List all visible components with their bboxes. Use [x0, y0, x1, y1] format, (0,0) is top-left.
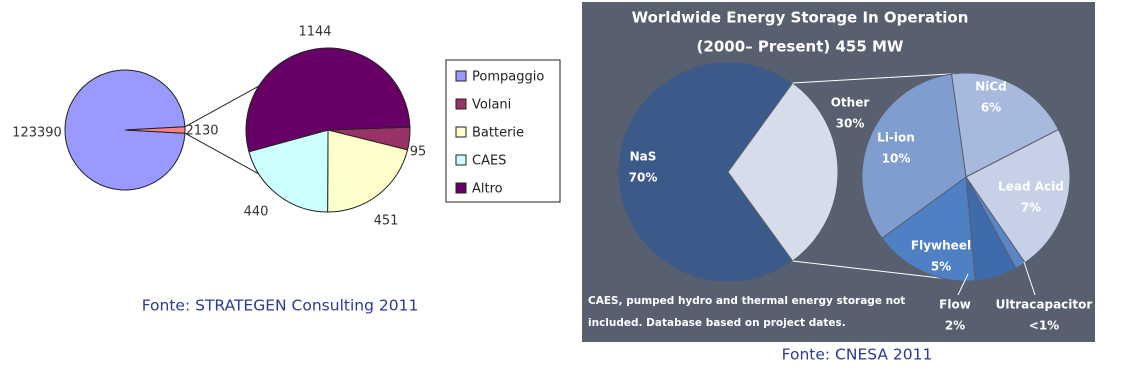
data-label: 2130: [185, 124, 218, 139]
chart-note: CAES, pumped hydro and thermal energy st…: [588, 295, 905, 307]
slice-label: NaS: [630, 150, 657, 164]
data-label: 123390: [12, 126, 62, 141]
slice-label: Flow: [939, 298, 971, 312]
data-label: 6%: [981, 101, 1001, 115]
data-label: 10%: [882, 152, 911, 166]
data-label: 440: [244, 205, 269, 220]
legend-swatch: [455, 182, 467, 194]
slice-label: Lead Acid: [998, 180, 1064, 194]
pie-slice: [248, 129, 329, 213]
pie-slice: [727, 82, 839, 262]
slice-label: Other: [831, 96, 870, 110]
legend-label: Altro: [472, 182, 503, 197]
connector-line: [792, 72, 967, 84]
connector-line: [792, 260, 967, 282]
legend-swatch: [455, 154, 467, 166]
data-label: 1144: [298, 25, 331, 40]
slice-label: Ultracapacitor: [996, 298, 1093, 312]
legend-label: Volani: [472, 98, 511, 113]
leader-line: [957, 273, 969, 296]
pie-slice: [245, 47, 411, 153]
pie-slice: [965, 128, 1071, 264]
chart-subtitle: (2000– Present) 455 MW: [697, 38, 904, 56]
legend-label: CAES: [472, 154, 506, 169]
pie-slice: [861, 73, 967, 239]
legend-swatch: [455, 126, 467, 138]
chart-title: Worldwide Energy Storage In Operation: [632, 9, 969, 27]
pie-slice: [617, 61, 794, 283]
data-label: 451: [374, 214, 399, 229]
data-label: 2%: [945, 319, 965, 333]
data-label: 70%: [629, 171, 658, 185]
legend-label: Batterie: [472, 126, 524, 141]
slice-label: NiCd: [975, 80, 1007, 94]
pie-slice: [124, 126, 186, 134]
leader-line: [1023, 261, 1036, 296]
data-label: 30%: [836, 117, 865, 131]
legend-label: Pompaggio: [472, 70, 544, 85]
source-caption: Fonte: CNESA 2011: [782, 346, 933, 364]
pie-slice: [327, 129, 409, 213]
data-label: 95: [410, 145, 427, 160]
source-caption: Fonte: STRATEGEN Consulting 2011: [142, 297, 419, 315]
legend-swatch: [455, 70, 467, 82]
chart-note: included. Database based on project date…: [588, 317, 846, 329]
legend-swatch: [455, 98, 467, 110]
pie-slice: [64, 69, 186, 191]
pie-slice: [950, 72, 1060, 178]
slice-label: Li-ion: [877, 131, 915, 145]
slice-label: Flywheel: [911, 239, 971, 253]
data-label: 5%: [931, 260, 951, 274]
pie-slice: [881, 176, 976, 282]
data-label: 7%: [1021, 201, 1041, 215]
data-label: <1%: [1029, 319, 1059, 333]
